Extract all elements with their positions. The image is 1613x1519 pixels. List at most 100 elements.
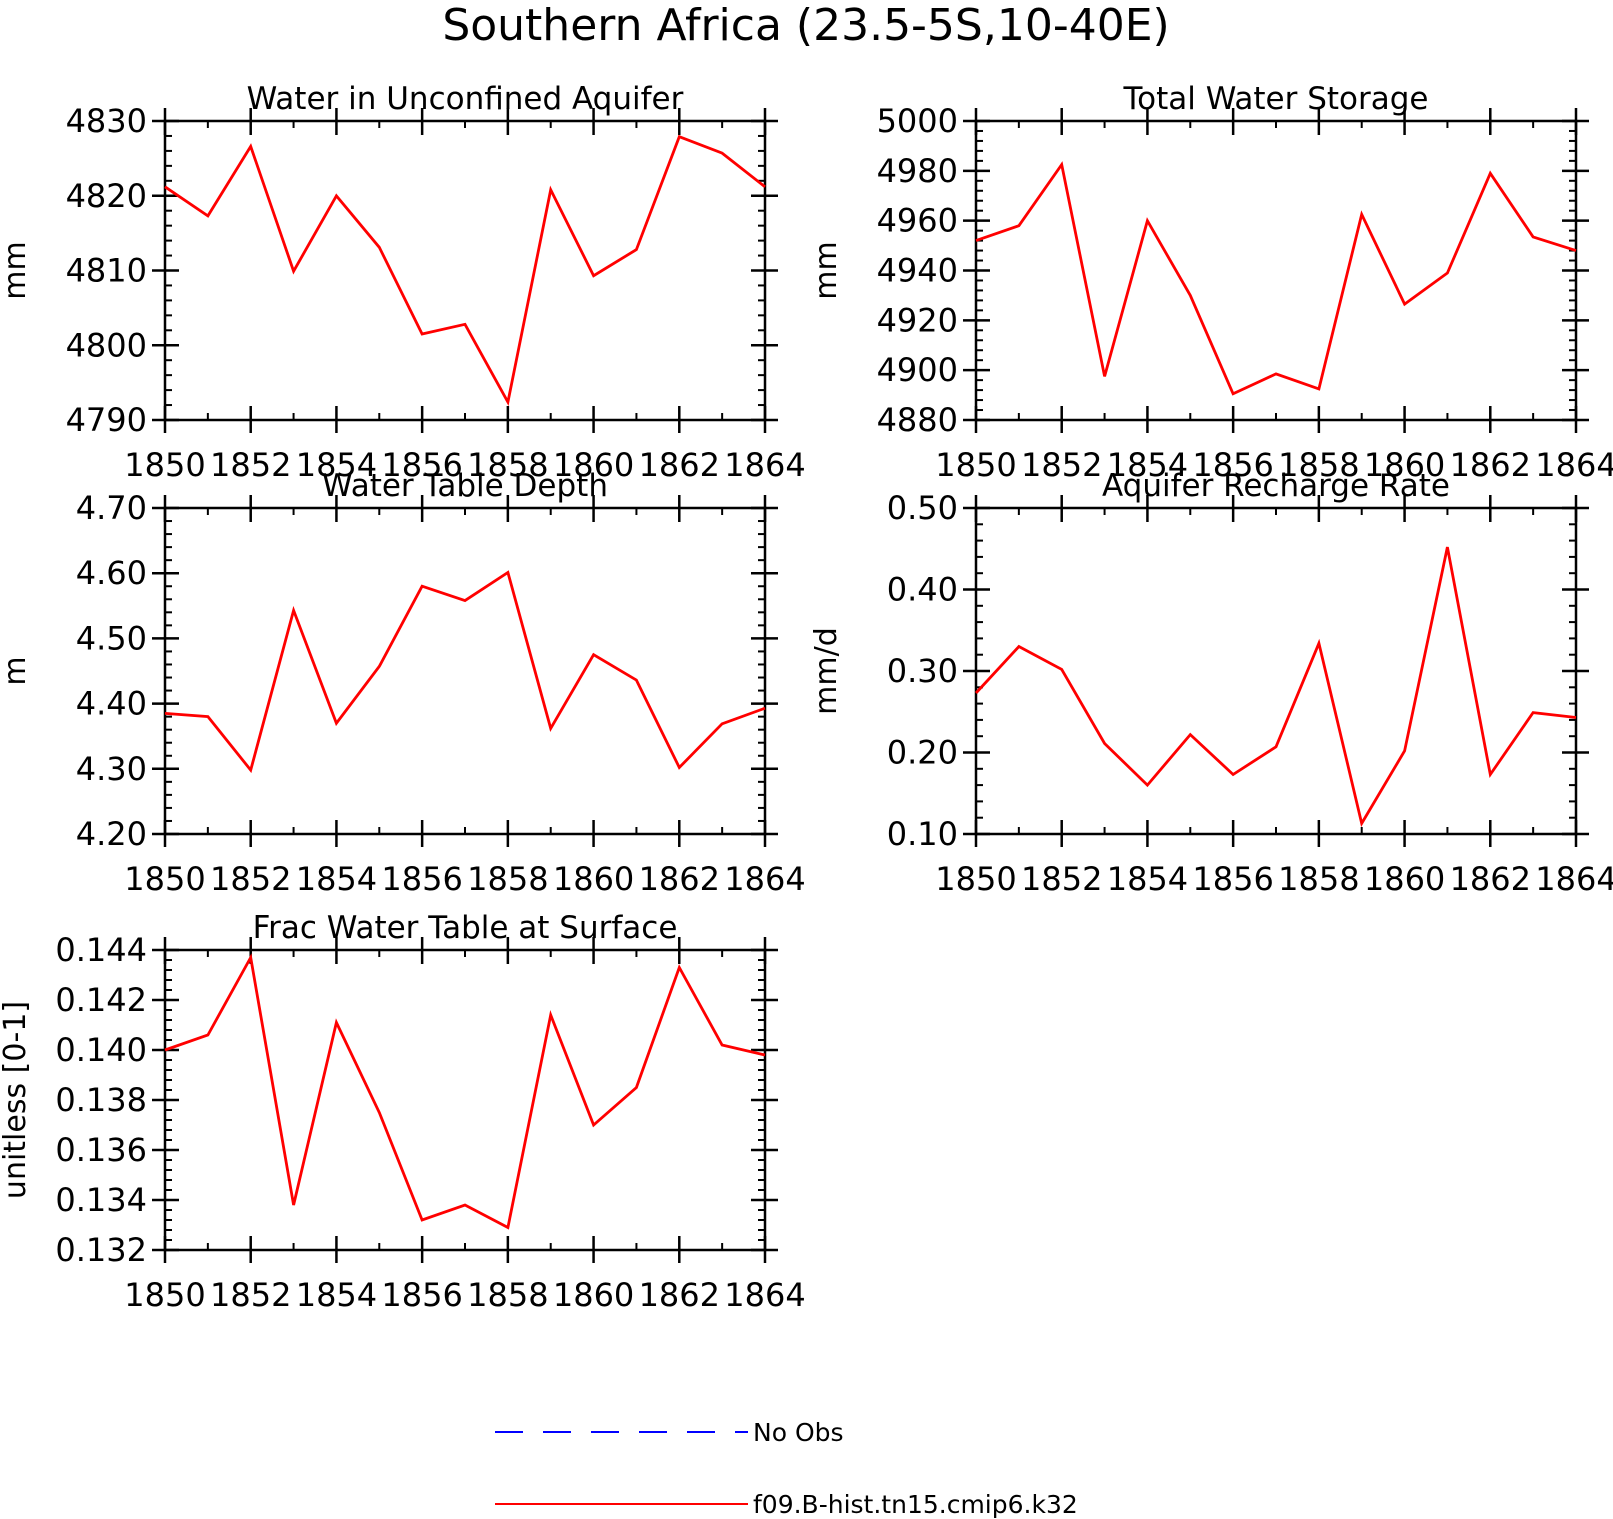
y-tick-label: 0.40: [887, 571, 958, 609]
x-tick-label: 1856: [381, 860, 462, 898]
x-tick-label: 1852: [210, 446, 291, 484]
panel-title: Aquifer Recharge Rate: [1102, 468, 1450, 504]
legend: No Obs f09.B-hist.tn15.cmip6.k32: [495, 1418, 1078, 1519]
series-line: [164, 953, 766, 1230]
plot-frame: [163, 119, 767, 422]
x-tick-label: 1862: [639, 446, 720, 484]
plot-frame: [163, 506, 767, 836]
x-tick-label: 1854: [1107, 860, 1188, 898]
y-tick-label: 0.20: [887, 734, 958, 772]
x-tick-label: 1862: [1450, 446, 1531, 484]
x-tick-label: 1854: [1107, 446, 1188, 484]
x-tick-label: 1852: [210, 860, 291, 898]
y-tick-label: 4960: [877, 202, 958, 240]
panels: Water in Unconfined Aquifer 4790 4800 4810 4…: [0, 81, 1613, 1314]
y-tick-label: 4.60: [76, 554, 147, 592]
x-tick-label: 1862: [639, 860, 720, 898]
y-tick-label: 0.138: [55, 1081, 147, 1119]
chart-panel-3: Water Table Depth 4.20 4.30 4.40 4.50 4.60 4.7…: [0, 468, 806, 898]
x-tick-label: 1860: [553, 1276, 634, 1314]
x-tick-label: 1852: [210, 1276, 291, 1314]
y-tick-label: 4.50: [76, 619, 147, 657]
x-tick-label: 1858: [1278, 860, 1359, 898]
x-tick-label: 1862: [639, 1276, 720, 1314]
y-tick-label: 4830: [66, 102, 147, 140]
x-tick-label: 1864: [724, 446, 805, 484]
plot-frame: [974, 506, 1578, 836]
chart-panel-4: Aquifer Recharge Rate 0.10 0.20 0.30 0.40 0.5…: [809, 468, 1613, 898]
y-axis-label: unitless [0-1]: [0, 1001, 33, 1199]
x-tick-label: 1858: [467, 446, 548, 484]
y-tick-label: 4.40: [76, 685, 147, 723]
chart-panel-5: Frac Water Table at Surface 0.132 0.134 0.1…: [0, 910, 806, 1314]
x-tick-label: 1850: [124, 860, 205, 898]
x-tick-label: 1860: [553, 860, 634, 898]
x-tick-label: 1850: [124, 446, 205, 484]
y-tick-label: 0.10: [887, 815, 958, 853]
y-tick-label: 0.30: [887, 652, 958, 690]
x-tick-label: 1854: [296, 1276, 377, 1314]
y-tick-label: 4880: [877, 401, 958, 439]
panel-title: Water Table Depth: [322, 468, 608, 504]
y-tick-label: 0.136: [55, 1131, 147, 1169]
x-tick-label: 1852: [1021, 446, 1102, 484]
x-tick-label: 1850: [124, 1276, 205, 1314]
x-tick-label: 1864: [724, 1276, 805, 1314]
legend-item: f09.B-hist.tn15.cmip6.k32: [495, 1490, 1078, 1519]
y-tick-label: 0.132: [55, 1231, 147, 1269]
series-line: [164, 570, 766, 774]
series-line: [164, 134, 766, 407]
chart-panel-1: Water in Unconfined Aquifer 4790 4800 4810 4…: [0, 81, 806, 484]
x-tick-label: 1856: [381, 1276, 462, 1314]
y-tick-label: 4900: [877, 351, 958, 389]
x-tick-label: 1860: [553, 446, 634, 484]
y-tick-label: 0.140: [55, 1031, 147, 1069]
x-tick-label: 1854: [296, 860, 377, 898]
x-tick-label: 1860: [1364, 860, 1445, 898]
x-tick-label: 1854: [296, 446, 377, 484]
x-tick-label: 1864: [1535, 446, 1613, 484]
x-tick-label: 1860: [1364, 446, 1445, 484]
y-tick-label: 4.70: [76, 489, 147, 527]
y-tick-label: 5000: [877, 102, 958, 140]
panel-title: Frac Water Table at Surface: [253, 910, 678, 946]
x-tick-label: 1858: [467, 860, 548, 898]
y-axis-label: mm/d: [809, 627, 844, 715]
y-tick-label: 4820: [66, 177, 147, 215]
x-tick-label: 1856: [1192, 446, 1273, 484]
chart-panel-2: Total Water Storage 4880 4900 4920 4940 4960 4…: [809, 81, 1613, 484]
y-tick-label: 4800: [66, 326, 147, 364]
y-axis-label: mm: [0, 241, 33, 299]
y-tick-label: 4940: [877, 252, 958, 290]
x-tick-label: 1856: [381, 446, 462, 484]
x-tick-label: 1852: [1021, 860, 1102, 898]
y-axis-label: m: [0, 656, 33, 685]
y-tick-label: 4920: [877, 301, 958, 339]
y-tick-label: 4810: [66, 252, 147, 290]
y-tick-label: 0.50: [887, 489, 958, 527]
legend-label: No Obs: [753, 1418, 844, 1447]
x-tick-label: 1850: [935, 860, 1016, 898]
series-line: [974, 546, 1577, 828]
panel-title: Total Water Storage: [1122, 81, 1428, 117]
y-tick-label: 0.144: [55, 931, 147, 969]
x-tick-label: 1864: [1535, 860, 1613, 898]
panel-title: Water in Unconfined Aquifer: [247, 81, 684, 117]
y-tick-label: 4.30: [76, 750, 147, 788]
x-tick-label: 1858: [467, 1276, 548, 1314]
y-tick-label: 4980: [877, 152, 958, 190]
y-axis-label: mm: [809, 241, 844, 299]
figure-title: Southern Africa (23.5-5S,10-40E): [442, 0, 1169, 51]
y-tick-label: 4790: [66, 401, 147, 439]
legend-label: f09.B-hist.tn15.cmip6.k32: [753, 1490, 1078, 1519]
x-tick-label: 1862: [1450, 860, 1531, 898]
legend-item: No Obs: [495, 1418, 844, 1447]
series-line: [975, 161, 1577, 396]
y-tick-label: 4.20: [76, 815, 147, 853]
x-tick-label: 1850: [935, 446, 1016, 484]
x-tick-label: 1856: [1192, 860, 1273, 898]
y-tick-label: 0.142: [55, 981, 147, 1019]
x-tick-label: 1864: [724, 860, 805, 898]
y-tick-label: 0.134: [55, 1181, 147, 1219]
